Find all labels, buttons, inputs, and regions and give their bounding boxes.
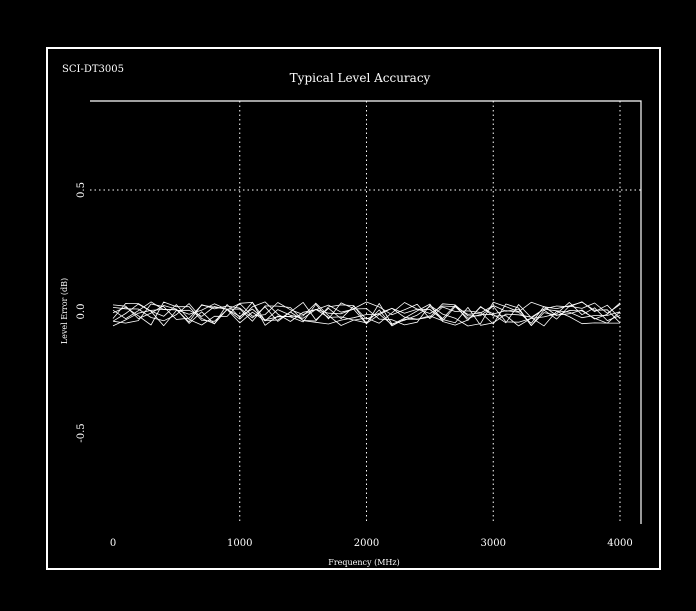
plot-border [90, 100, 642, 524]
x-axis-title: Frequency (MHz) [328, 558, 399, 567]
data-traces [112, 301, 621, 327]
level-error-trace [112, 301, 621, 326]
chart-title: Typical Level Accuracy [290, 71, 431, 85]
level-error-trace [112, 301, 621, 326]
x-tick-label: 2000 [354, 538, 379, 549]
x-tick-label: 4000 [607, 538, 632, 549]
y-tick-label: -0.5 [76, 423, 87, 442]
x-tick-label: 0 [110, 538, 116, 549]
y-tick-label: 0.0 [76, 304, 87, 320]
level-error-trace [112, 301, 621, 327]
x-tick-labels: 0 1000 2000 3000 4000 [110, 538, 633, 549]
y-tick-label: 0.5 [76, 182, 87, 198]
chart-frame [46, 47, 661, 570]
level-error-trace [112, 301, 621, 327]
model-label: SCI-DT3005 [62, 64, 124, 75]
level-error-trace [112, 303, 621, 326]
axes [90, 100, 642, 524]
x-tick-label: 1000 [227, 538, 252, 549]
grid-lines [90, 101, 641, 524]
y-tick-labels: 0.5 0.0 -0.5 [76, 182, 87, 443]
x-tick-label: 3000 [481, 538, 506, 549]
y-axis-title: Level Error (dB) [60, 278, 69, 344]
